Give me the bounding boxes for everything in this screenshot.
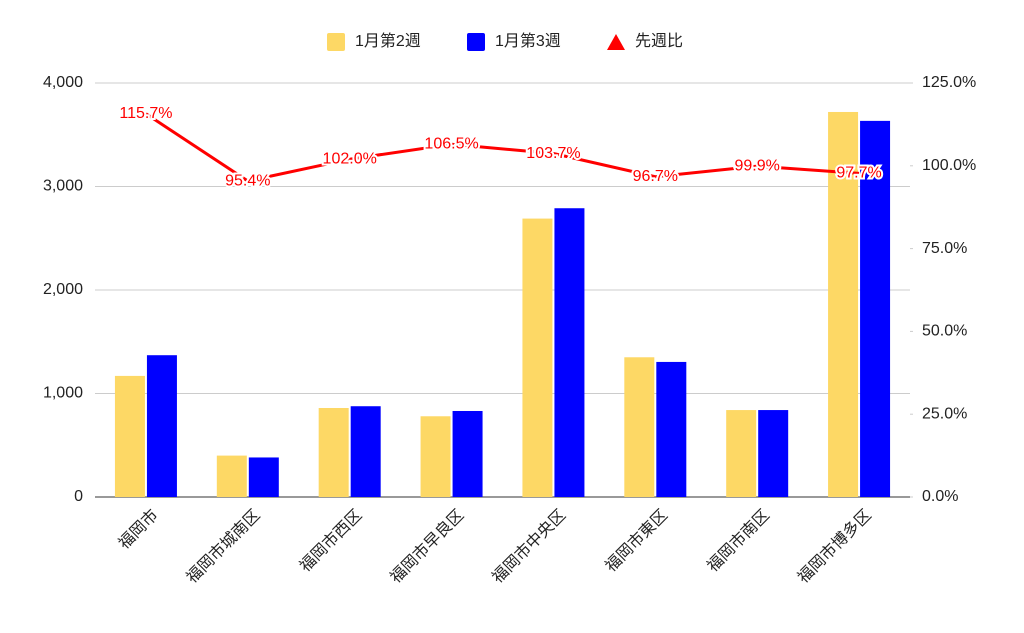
y2-tick-label: 100.0% <box>922 157 976 174</box>
bar <box>452 410 483 497</box>
legend-label: 1月第2週 <box>355 32 421 50</box>
bar <box>656 361 687 497</box>
bar <box>624 357 655 497</box>
x-tick-label: 福岡市博多区 <box>794 506 875 587</box>
x-tick-label: 福岡市早良区 <box>387 506 468 587</box>
data-label: 106.5% <box>424 135 478 152</box>
legend-marker <box>607 34 625 50</box>
x-tick-label: 福岡市東区 <box>602 506 671 575</box>
y2-tick-label: 125.0% <box>922 74 976 91</box>
x-tick-label: 福岡市西区 <box>296 506 365 575</box>
bar <box>248 457 279 497</box>
data-label: 97.7% <box>836 165 881 182</box>
y-tick-label: 1,000 <box>43 385 83 402</box>
bar <box>860 120 891 498</box>
bar <box>726 410 757 497</box>
bar <box>420 416 451 497</box>
data-label: 99.9% <box>735 157 780 174</box>
legend-label: 先週比 <box>635 32 683 50</box>
x-tick-label: 福岡市中央区 <box>489 506 570 587</box>
data-label: 103.7% <box>526 145 580 162</box>
bar <box>318 407 349 497</box>
y2-tick-label: 50.0% <box>922 323 967 340</box>
y2-tick-label: 25.0% <box>922 405 967 422</box>
bar <box>146 355 177 497</box>
y2-tick-label: 75.0% <box>922 240 967 257</box>
bar <box>216 455 247 497</box>
x-tick-label: 福岡市城南区 <box>183 506 264 587</box>
bar <box>114 375 145 497</box>
data-label: 95.4% <box>225 172 270 189</box>
legend-marker <box>467 33 485 51</box>
legend-label: 1月第3週 <box>495 32 561 50</box>
bar <box>828 111 859 497</box>
y-tick-label: 4,000 <box>43 74 83 91</box>
bar <box>758 410 789 497</box>
line <box>145 112 860 183</box>
y-tick-label: 2,000 <box>43 281 83 298</box>
data-label: 102.0% <box>323 150 377 167</box>
y-tick-label: 0 <box>74 488 83 505</box>
bar <box>350 406 381 497</box>
legend-marker <box>327 33 345 51</box>
y-tick-label: 3,000 <box>43 178 83 195</box>
x-tick-label: 福岡市南区 <box>704 506 773 575</box>
bar <box>554 208 585 498</box>
data-label: 96.7% <box>633 168 678 185</box>
bar <box>522 218 553 497</box>
y2-tick-label: 0.0% <box>922 488 958 505</box>
x-tick-label: 福岡市 <box>115 506 162 553</box>
data-label: 115.7% <box>119 105 172 122</box>
